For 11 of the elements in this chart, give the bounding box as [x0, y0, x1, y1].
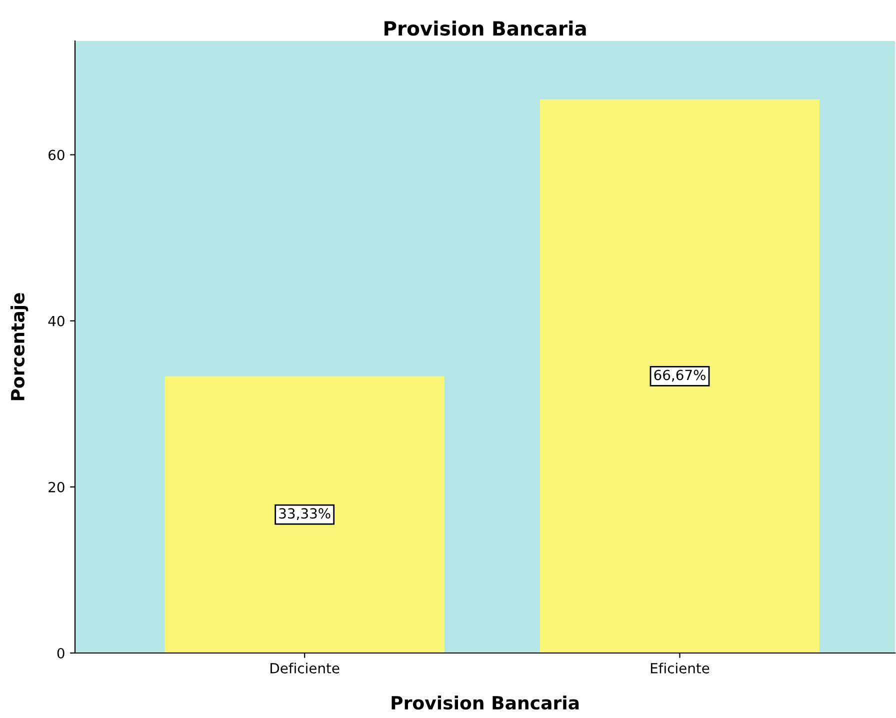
x-axis-title: Provision Bancaria: [392, 696, 579, 710]
y-tick-label: 20: [48, 482, 64, 492]
x-tick-label: Deficiente: [270, 662, 340, 674]
y-axis-title: Porcentaje: [10, 293, 28, 400]
y-tick-label: 40: [48, 316, 64, 326]
y-tick-label: 60: [48, 150, 64, 160]
data-label: 33,33%: [279, 508, 330, 520]
data-label: 66,67%: [654, 370, 706, 382]
y-tick-label: 0: [57, 648, 64, 658]
chart-title: Provision Bancaria: [384, 20, 586, 36]
x-tick-label: Eficiente: [650, 662, 710, 674]
